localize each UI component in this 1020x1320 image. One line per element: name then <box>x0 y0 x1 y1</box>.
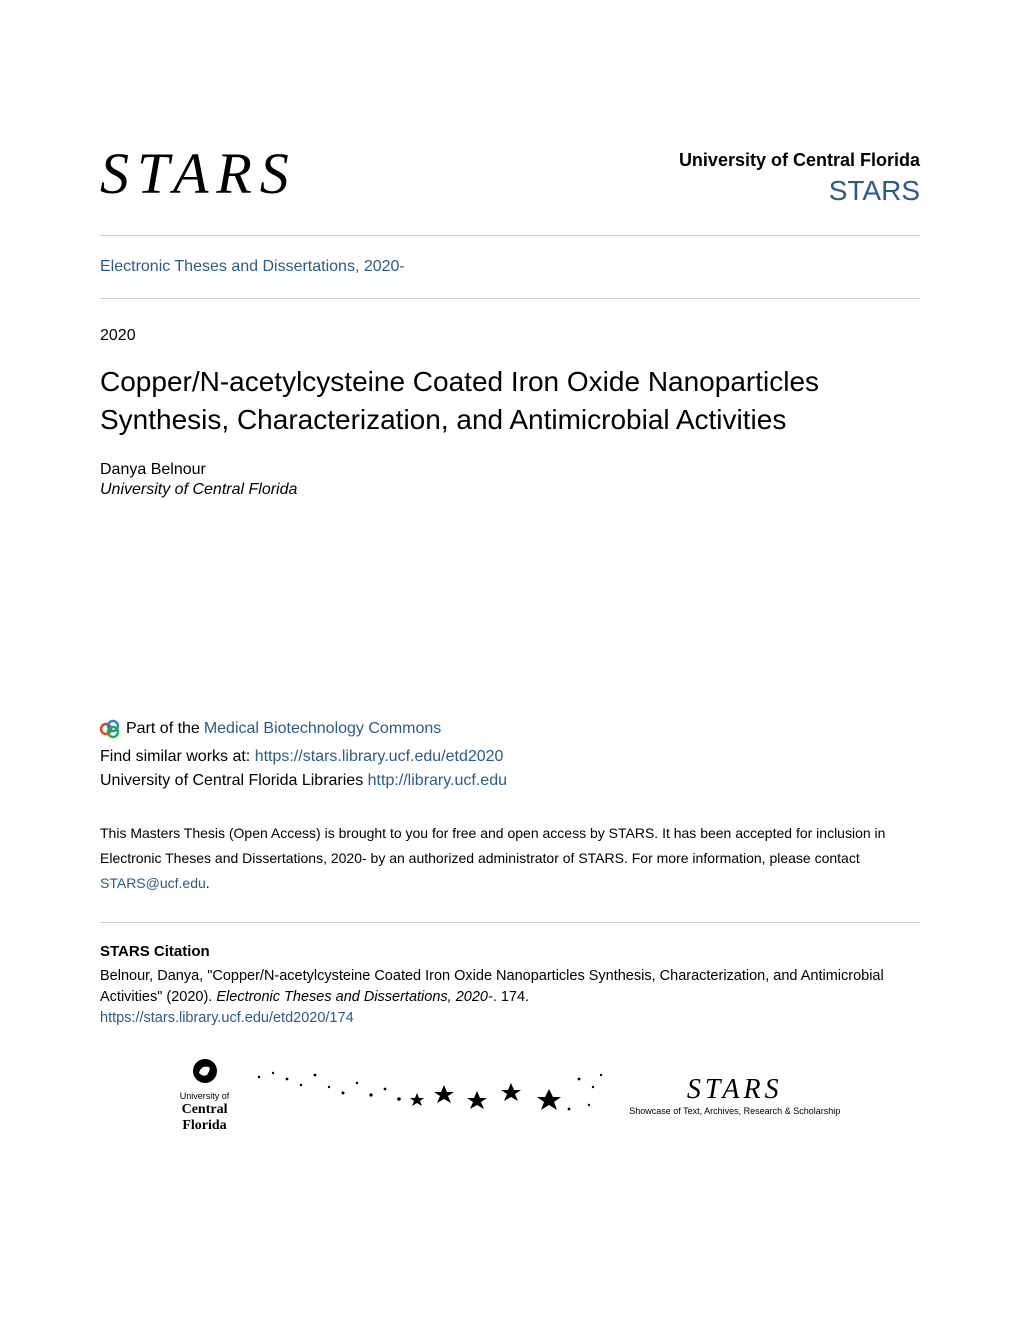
header-right-block: University of Central Florida STARS <box>679 150 920 207</box>
footer-logo-row: University of Central Florida STARS Show… <box>100 1057 920 1133</box>
star-trail-icon <box>249 1065 609 1125</box>
collection-link[interactable]: Electronic Theses and Dissertations, 202… <box>100 258 405 276</box>
access-suffix: . <box>206 875 210 891</box>
document-title: Copper/N-acetylcysteine Coated Iron Oxid… <box>100 363 920 439</box>
commons-category-link[interactable]: Medical Biotechnology Commons <box>204 720 441 738</box>
commons-membership-line: Part of the Medical Biotechnology Common… <box>100 719 920 739</box>
ucf-text-florida: Florida <box>180 1118 230 1133</box>
citation-heading: STARS Citation <box>100 943 920 960</box>
citation-permalink[interactable]: https://stars.library.ucf.edu/etd2020/17… <box>100 1010 354 1026</box>
stars-footer-wordmark: STARS <box>629 1074 840 1106</box>
ucf-text-university: University of <box>180 1092 230 1102</box>
citation-series: Electronic Theses and Dissertations, 202… <box>216 989 492 1005</box>
divider-line <box>100 235 920 236</box>
citation-body: Belnour, Danya, "Copper/N-acetylcysteine… <box>100 966 920 1029</box>
divider-line <box>100 298 920 299</box>
ucf-text-central: Central <box>180 1102 230 1117</box>
stars-footer-logo: STARS Showcase of Text, Archives, Resear… <box>629 1074 840 1116</box>
similar-works-link[interactable]: https://stars.library.ucf.edu/etd2020 <box>255 748 504 765</box>
stars-footer-tagline: Showcase of Text, Archives, Research & S… <box>629 1106 840 1116</box>
contact-email-link[interactable]: STARS@ucf.edu <box>100 875 206 891</box>
author-name: Danya Belnour <box>100 461 920 479</box>
university-name: University of Central Florida <box>679 150 920 171</box>
citation-number: . 174. <box>493 989 529 1005</box>
commons-prefix-text: Part of the <box>126 720 200 738</box>
library-link[interactable]: http://library.ucf.edu <box>368 772 507 789</box>
vertical-spacer <box>100 499 920 719</box>
divider-line <box>100 922 920 923</box>
similar-works-line: Find similar works at: https://stars.lib… <box>100 745 920 769</box>
publication-year: 2020 <box>100 327 920 345</box>
pegasus-icon <box>180 1057 230 1090</box>
open-access-statement: This Masters Thesis (Open Access) is bro… <box>100 821 920 897</box>
similar-works-prefix: Find similar works at: <box>100 748 255 765</box>
author-affiliation: University of Central Florida <box>100 481 920 499</box>
access-text: This Masters Thesis (Open Access) is bro… <box>100 825 885 866</box>
stars-repository-link[interactable]: STARS <box>829 175 920 206</box>
library-line: University of Central Florida Libraries … <box>100 769 920 793</box>
network-icon <box>100 719 120 739</box>
library-prefix: University of Central Florida Libraries <box>100 772 368 789</box>
stars-logo-wordmark: STARS <box>100 140 297 207</box>
ucf-logo: University of Central Florida <box>180 1057 230 1133</box>
page-header: STARS University of Central Florida STAR… <box>100 140 920 207</box>
